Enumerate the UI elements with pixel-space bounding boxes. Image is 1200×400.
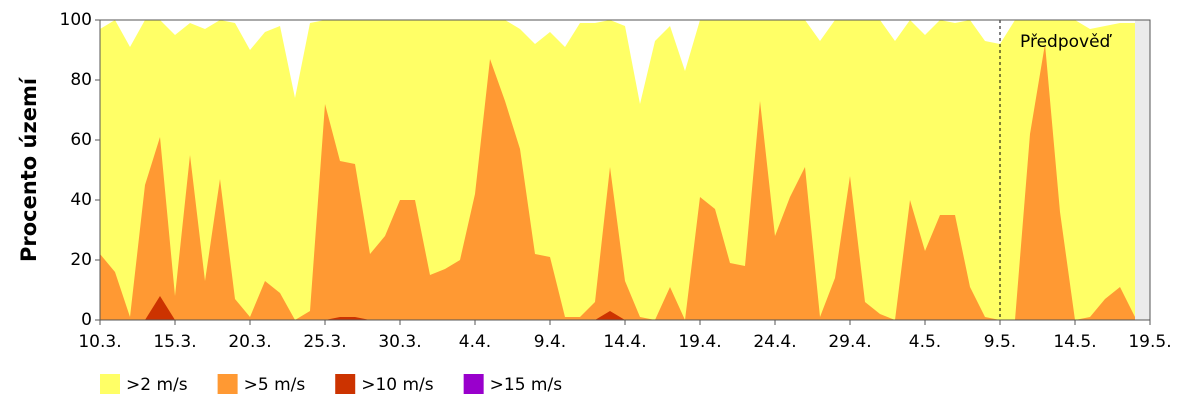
y-tick-label: 80 — [70, 70, 92, 90]
y-tick-label: 100 — [60, 10, 92, 30]
x-tick-label: 9.4. — [534, 332, 566, 352]
x-tick-label: 4.5. — [909, 332, 941, 352]
annotation: Předpověď — [1020, 32, 1113, 52]
legend-swatch — [463, 374, 484, 394]
x-tick-label: 30.3. — [378, 332, 421, 352]
x-tick-label: 25.3. — [303, 332, 346, 352]
no-data-region — [1135, 20, 1150, 320]
legend-swatch — [335, 374, 356, 394]
y-tick-label: 0 — [81, 310, 92, 330]
x-tick-label: 14.4. — [603, 332, 646, 352]
y-tick-label: 60 — [70, 130, 92, 150]
x-tick-label: 14.5. — [1053, 332, 1096, 352]
legend-label: >10 m/s — [361, 375, 434, 395]
legend-swatch — [217, 374, 238, 394]
x-tick-label: 24.4. — [753, 332, 796, 352]
legend-label: >5 m/s — [244, 375, 306, 395]
x-tick-label: 10.3. — [78, 332, 121, 352]
x-tick-label: 19.4. — [678, 332, 721, 352]
x-tick-label: 29.4. — [828, 332, 871, 352]
legend-swatch — [100, 374, 120, 394]
y-tick-label: 20 — [70, 250, 92, 270]
x-tick-label: 19.5. — [1128, 332, 1171, 352]
y-tick-label: 40 — [70, 190, 92, 210]
legend-label: >2 m/s — [126, 375, 188, 395]
x-tick-label: 4.4. — [459, 332, 491, 352]
x-tick-label: 20.3. — [228, 332, 271, 352]
x-tick-label: 15.3. — [153, 332, 196, 352]
x-tick-label: 9.5. — [984, 332, 1016, 352]
y-axis-label: Procento území — [17, 76, 41, 262]
legend-label: >15 m/s — [490, 375, 563, 395]
area — [100, 44, 1135, 320]
